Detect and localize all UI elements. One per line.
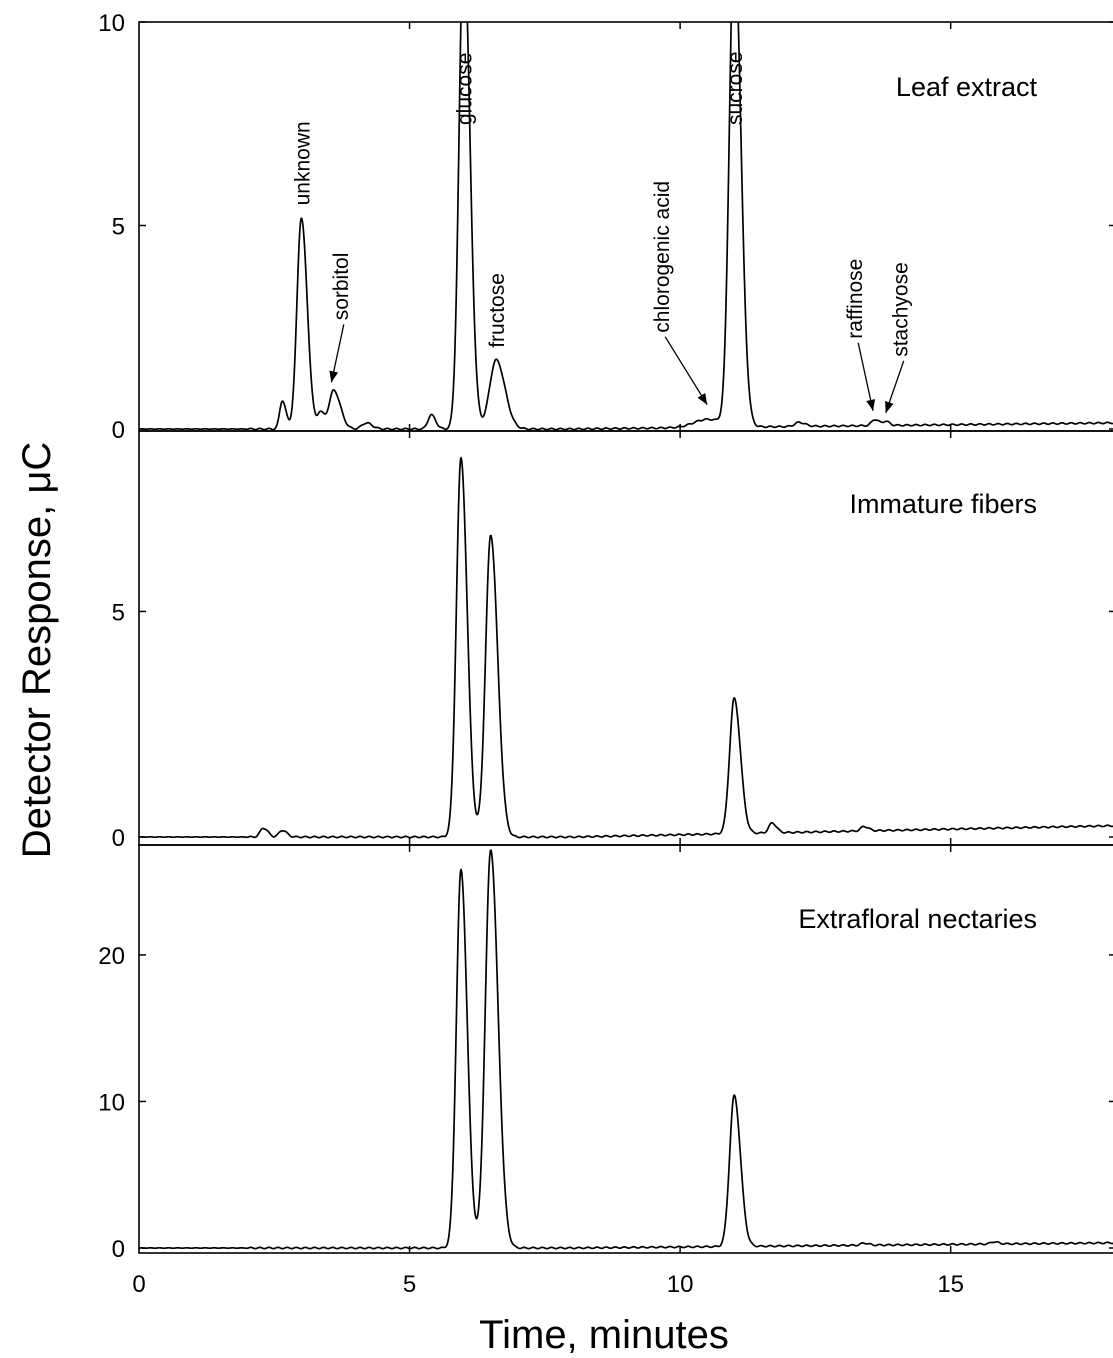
panel-2: 0 5 Immature fibers <box>112 430 1113 852</box>
panels-layer: 0 5 10 Leaf extract unknown sorbitol glucose fr… <box>98 10 1113 1263</box>
annotation-arrow <box>664 336 708 406</box>
trace-line <box>139 22 1113 431</box>
annotation-arrowhead <box>697 392 708 405</box>
x-axis-title: Time, minutes <box>479 1313 729 1357</box>
annotation-arrowhead <box>885 400 894 413</box>
panel-3: 0 10 20 Extrafloral nectaries <box>98 844 1113 1263</box>
peak-annotation: chlorogenic acid <box>651 181 674 333</box>
panel-1: 0 5 10 Leaf extract unknown sorbitol glucose fr… <box>98 10 1113 444</box>
y-tick-label: 0 <box>112 825 125 852</box>
peak-annotation: fructose <box>486 273 509 348</box>
series-label: Extrafloral nectaries <box>798 904 1037 934</box>
peak-annotation: unknown <box>291 121 314 205</box>
peak-annotation: raffinose <box>844 259 867 339</box>
x-axis: 0 5 10 15 <box>132 1271 964 1298</box>
series-label: Leaf extract <box>896 72 1038 102</box>
peak-annotation: stachyose <box>890 262 913 357</box>
y-tick-label: 0 <box>112 1236 125 1263</box>
annotation-arrow <box>857 342 874 411</box>
x-tick-label: 15 <box>937 1271 964 1298</box>
annotation-arrowhead <box>329 370 339 383</box>
y-tick-label: 5 <box>112 214 125 241</box>
x-tick-label: 0 <box>132 1271 145 1298</box>
y-tick-label: 5 <box>112 599 125 626</box>
annotation-arrowhead <box>866 399 876 411</box>
peak-annotation: sorbitol <box>330 253 353 321</box>
panel-frame <box>138 844 1113 1254</box>
y-tick-label: 0 <box>112 417 125 444</box>
y-axis-title: Detector Response, μC <box>15 442 59 859</box>
peak-annotation: sucrose <box>724 51 747 125</box>
x-tick-label: 5 <box>403 1271 416 1298</box>
trace-line <box>139 456 1113 839</box>
y-tick-label: 10 <box>98 1089 125 1116</box>
peak-annotation: glucose <box>454 53 477 125</box>
y-tick-label: 10 <box>98 10 125 37</box>
trace-line <box>139 849 1113 1250</box>
y-tick-label: 20 <box>98 943 125 970</box>
series-label: Immature fibers <box>849 489 1037 519</box>
x-tick-label: 10 <box>667 1271 694 1298</box>
